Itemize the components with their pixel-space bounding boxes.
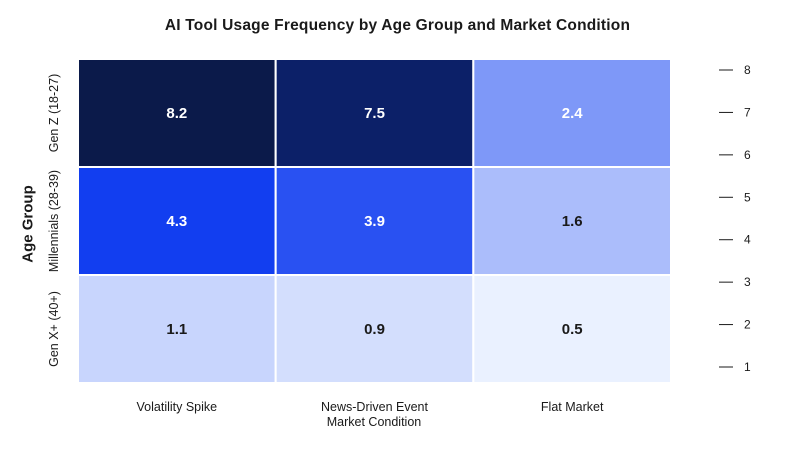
heatmap-cell (274, 274, 475, 384)
cell-value-label: 0.9 (364, 321, 385, 338)
chart-title: AI Tool Usage Frequency by Age Group and… (164, 17, 631, 34)
heatmap-cell (472, 274, 673, 384)
colorbar-tick-label: 1 (744, 360, 751, 374)
cell-value-label: 0.5 (562, 321, 583, 338)
y-tick-label: Millennials (28-39) (47, 170, 61, 272)
cell-value-label: 2.4 (562, 105, 584, 122)
y-tick-label: Gen Z (18-27) (47, 74, 61, 153)
colorbar-tick-label: 7 (744, 105, 751, 119)
colorbar-tick-label: 8 (744, 63, 751, 77)
cell-value-label: 7.5 (364, 105, 385, 122)
x-axis-label: Market Condition (326, 415, 422, 429)
y-tick-label: Gen X+ (40+) (47, 291, 61, 367)
heatmap-cell (77, 166, 277, 276)
colorbar-tick-label: 3 (744, 275, 751, 289)
x-tick-label: Volatility Spike (137, 400, 218, 414)
colorbar-tick-label: 2 (744, 318, 751, 332)
heatmap-cell (77, 274, 277, 384)
heatmap-cell (77, 58, 277, 168)
colorbar-tick-label: 6 (744, 148, 751, 162)
x-tick-label: News-Driven Event (321, 400, 429, 414)
cell-value-label: 4.3 (166, 213, 187, 230)
cell-value-label: 8.2 (166, 105, 187, 122)
heatmap-cell (472, 58, 673, 168)
heatmap-cell (472, 166, 673, 276)
heatmap-cell (274, 166, 475, 276)
cell-value-label: 1.6 (562, 213, 583, 230)
x-tick-label: Flat Market (541, 400, 604, 414)
colorbar-tick-label: 4 (744, 233, 751, 247)
colorbar-tick-label: 5 (744, 190, 751, 204)
cell-value-label: 1.1 (166, 321, 187, 338)
cell-value-label: 3.9 (364, 213, 385, 230)
